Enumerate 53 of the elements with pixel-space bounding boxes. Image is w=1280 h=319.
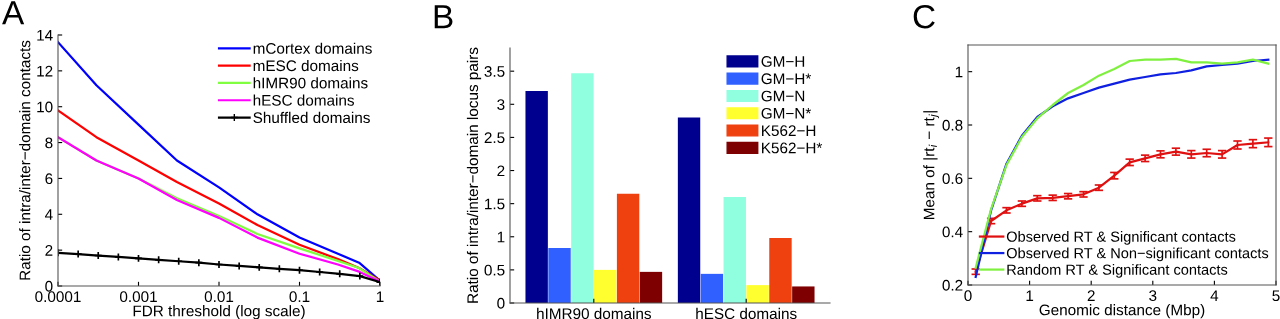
legend-label: mCortex domains	[253, 42, 372, 54]
y-tick-label: 1	[955, 66, 963, 78]
y-tick-label: 8	[45, 137, 53, 149]
y-tick-label: 0.5	[484, 264, 505, 276]
y-tick-label: 2	[497, 165, 505, 177]
legend-label: K562−H	[762, 125, 816, 137]
y-axis-title: Ratio of intra/inter−domain locus pairs	[466, 47, 482, 303]
legend-label: GM−H	[761, 56, 805, 67]
y-tick-label: 1	[497, 231, 505, 243]
y-axis-title: Ratio of intra/inter−domain contacts	[19, 40, 31, 280]
chart-title: A	[2, 1, 25, 25]
y-tick-label: 0.6	[942, 173, 963, 185]
legend-label: hIMR90 domains	[253, 77, 368, 89]
legend-label: Random RT & Significant contacts	[1007, 264, 1228, 278]
y-tick-label: 2	[45, 245, 53, 256]
x-axis-title: Genomic distance (Mbp)	[1039, 304, 1205, 319]
chart-title: B	[434, 5, 453, 29]
y-tick-label: 2.5	[484, 132, 505, 144]
y-tick-label: 6	[45, 173, 53, 185]
y-tick-label: 1.5	[485, 198, 505, 210]
legend-label: K562−H*	[762, 142, 823, 154]
x-tick-label: 1	[376, 291, 384, 302]
y-tick-label: 0	[45, 280, 53, 292]
legend-label: mESC domains	[253, 59, 359, 72]
legend-label: GM−H*	[761, 73, 812, 85]
y-tick-label: 4	[44, 209, 53, 220]
y-axis-title: Mean of |rt$_{i}$ − rt$_{j}$|	[923, 111, 940, 220]
x-tick-label: 0.001	[119, 291, 157, 303]
x-tick-label: 3	[1149, 290, 1157, 302]
x-tick-label: 0.1	[289, 291, 310, 303]
y-tick-label: 10	[37, 101, 53, 113]
x-tick-label: 2	[1087, 290, 1095, 301]
legend-label: Observed RT & Non−significant contacts	[1006, 247, 1269, 262]
x-tick-label: 5	[1272, 290, 1280, 302]
x-tick-label: 1	[1026, 290, 1034, 301]
legend-label: Observed RT & Significant contacts	[1006, 231, 1236, 245]
legend-label: GM−N*	[761, 107, 812, 119]
y-tick-label: 14	[37, 30, 53, 41]
y-tick-label: 0.2	[942, 279, 963, 291]
legend-label: hESC domains	[253, 94, 354, 106]
legend-label: GM−N	[761, 90, 805, 102]
y-tick-label: 3.5	[484, 66, 505, 77]
x-axis-title: FDR threshold (log scale)	[133, 305, 305, 319]
y-tick-label: 12	[37, 65, 53, 77]
x-tick-label: 4	[1210, 290, 1219, 301]
x-tick-label: 0.0001	[35, 291, 81, 303]
x-tick-label: 0	[964, 290, 972, 302]
y-tick-label: 0.4	[942, 226, 963, 238]
y-tick-label: 3	[497, 99, 505, 110]
chart-title: C	[913, 4, 935, 29]
legend-label: Shuffled domains	[253, 111, 370, 124]
y-tick-label: 0.8	[942, 119, 963, 131]
x-tick-label: 0.01	[204, 291, 234, 303]
